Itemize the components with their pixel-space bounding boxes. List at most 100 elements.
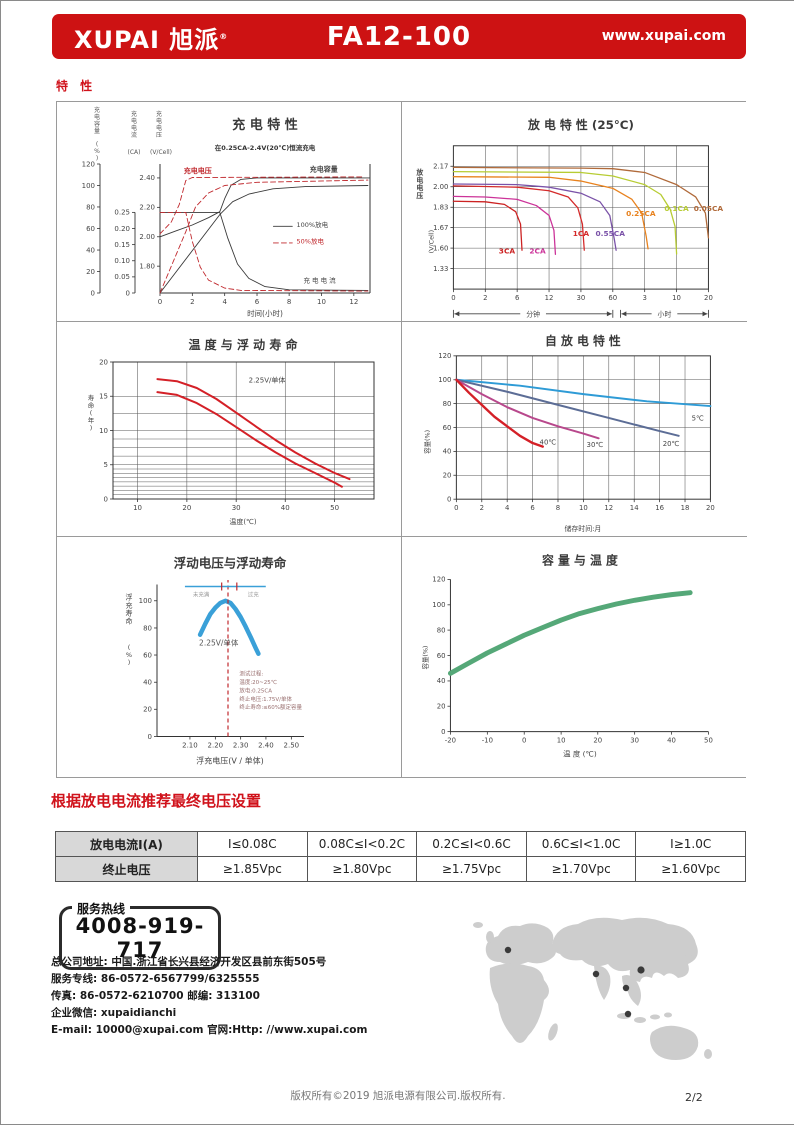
svg-text:40: 40 xyxy=(281,504,290,512)
svg-text:充电电压: 充电电压 xyxy=(184,166,212,175)
svg-text:60: 60 xyxy=(437,652,446,660)
website-link[interactable]: www.xupai.com xyxy=(601,28,726,44)
header-banner: XUPAI 旭派® FA12-100 www.xupai.com xyxy=(52,14,746,59)
svg-text:时间(小时): 时间(小时) xyxy=(247,308,283,318)
svg-text:终止电压:1.75V/单体: 终止电压:1.75V/单体 xyxy=(239,695,292,703)
map-madagascar xyxy=(548,1023,558,1041)
svg-text:100: 100 xyxy=(438,376,451,384)
map-uk xyxy=(486,931,494,943)
svg-text:0.05: 0.05 xyxy=(114,273,130,281)
svg-text:放电电压: 放电电压 xyxy=(415,167,423,200)
svg-text:-10: -10 xyxy=(482,737,493,745)
svg-text:10: 10 xyxy=(557,737,566,745)
row-header-cell: 放电电流I(A) xyxy=(55,831,198,857)
svg-text:10: 10 xyxy=(317,298,326,306)
chart-charge-characteristics: 0 2 4 6 8 10 12 1.80 2.00 2.20 2.40 0 20 40 60 80 100 120… xyxy=(57,102,402,322)
svg-text:40℃: 40℃ xyxy=(540,439,557,447)
svg-text:20: 20 xyxy=(99,358,108,366)
svg-text:寿命(年): 寿命(年) xyxy=(88,393,95,432)
svg-text:60: 60 xyxy=(86,225,95,233)
chart-self-discharge: 0 2 4 6 8 10 12 14 16 18 20 0 20 40 60 80 100 120 自 放 电 特 … xyxy=(402,322,747,537)
svg-text:0.25CA: 0.25CA xyxy=(626,209,656,218)
svg-text:2.30: 2.30 xyxy=(233,742,249,750)
svg-text:10: 10 xyxy=(133,504,142,512)
svg-text:60: 60 xyxy=(608,294,617,302)
svg-text:50%放电: 50%放电 xyxy=(297,237,325,246)
value-cell: ≥1.80Vpc xyxy=(306,856,418,882)
svg-text:2: 2 xyxy=(190,298,194,306)
map-europe xyxy=(485,923,556,965)
svg-text:100%放电: 100%放电 xyxy=(297,220,329,229)
svg-text:100: 100 xyxy=(82,182,95,190)
svg-text:温度:20~25℃: 温度:20~25℃ xyxy=(239,678,277,686)
map-marker-indonesia xyxy=(624,1010,632,1018)
svg-text:20: 20 xyxy=(143,706,152,714)
svg-text:60: 60 xyxy=(143,651,152,659)
value-cell: I≥1.0C xyxy=(635,831,746,857)
svg-text:8: 8 xyxy=(556,504,560,512)
svg-text:20: 20 xyxy=(86,268,95,276)
svg-text:10: 10 xyxy=(672,294,681,302)
svg-text:20: 20 xyxy=(593,737,602,745)
map-asia xyxy=(552,917,698,982)
svg-text:(%): (%) xyxy=(94,141,100,162)
value-cell: ≥1.70Vpc xyxy=(525,856,637,882)
svg-text:0.1CA: 0.1CA xyxy=(664,204,689,213)
hotline-label: 服务热线 xyxy=(72,900,131,917)
svg-text:80: 80 xyxy=(437,626,446,634)
svg-text:80: 80 xyxy=(86,203,95,211)
svg-text:0.20: 0.20 xyxy=(114,225,130,233)
svg-text:8: 8 xyxy=(287,298,291,306)
svg-text:40: 40 xyxy=(667,737,676,745)
svg-text:2: 2 xyxy=(480,504,484,512)
svg-text:18: 18 xyxy=(681,504,690,512)
svg-text:0: 0 xyxy=(441,728,445,736)
svg-text:(%): (%) xyxy=(126,644,132,667)
svg-text:浮动电压与浮动寿命: 浮动电压与浮动寿命 xyxy=(174,556,287,571)
feature-heading: 特 性 xyxy=(56,79,97,93)
svg-text:14: 14 xyxy=(630,504,639,512)
svg-text:过充: 过充 xyxy=(248,591,260,599)
svg-text:80: 80 xyxy=(143,624,152,632)
contact-line: 服务专线: 86-0572-6567799/6325555 xyxy=(51,973,260,985)
svg-text:充电电流: 充电电流 xyxy=(131,110,137,139)
svg-text:20: 20 xyxy=(437,702,446,710)
svg-text:3: 3 xyxy=(642,294,646,302)
svg-text:0.05CA: 0.05CA xyxy=(694,204,724,213)
svg-text:15: 15 xyxy=(99,393,108,401)
svg-text:温 度 与 浮 动 寿 命: 温 度 与 浮 动 寿 命 xyxy=(188,337,298,352)
map-marker-china xyxy=(637,966,645,974)
svg-text:充 电 电 流: 充 电 电 流 xyxy=(303,276,336,285)
svg-text:30: 30 xyxy=(232,504,241,512)
svg-text:放 电 特 性 (25°C): 放 电 特 性 (25°C) xyxy=(527,118,634,132)
registered-mark: ® xyxy=(219,32,229,41)
chart-capacity-temperature: -20 -10 0 10 20 30 40 50 0 20 40 60 80 100 120 容 量 与 温 … xyxy=(402,537,747,777)
svg-text:2.40: 2.40 xyxy=(258,742,274,750)
svg-text:30℃: 30℃ xyxy=(587,441,604,449)
svg-text:12: 12 xyxy=(545,294,554,302)
svg-text:0.55CA: 0.55CA xyxy=(596,229,626,238)
svg-text:浮充电压(V / 单体): 浮充电压(V / 单体) xyxy=(196,756,264,766)
page-number: 2/2 xyxy=(685,1091,703,1104)
svg-text:终止寿命:≤60%额定容量: 终止寿命:≤60%额定容量 xyxy=(239,703,302,711)
svg-text:充电容量: 充电容量 xyxy=(94,106,100,135)
svg-text:未充满: 未充满 xyxy=(193,591,210,599)
svg-text:5: 5 xyxy=(104,461,108,469)
chart-float-voltage-life: 2.10 2.20 2.30 2.40 2.50 0 20 40 60 80 100 未充满 过充 浮动电… xyxy=(57,537,402,777)
svg-text:40: 40 xyxy=(443,448,452,456)
svg-text:10: 10 xyxy=(579,504,588,512)
svg-text:0: 0 xyxy=(158,298,162,306)
svg-text:2.00: 2.00 xyxy=(433,183,448,191)
chart-temp-float-life: 10 20 30 40 50 0 5 10 15 20 温 度 与 浮 动 寿 命 2.25V/单体寿… xyxy=(57,322,402,537)
svg-text:浮充寿命: 浮充寿命 xyxy=(126,593,133,626)
svg-text:1.83: 1.83 xyxy=(433,204,448,212)
svg-text:1.33: 1.33 xyxy=(433,265,448,273)
svg-text:温 度 (℃): 温 度 (℃) xyxy=(563,748,597,758)
svg-text:10: 10 xyxy=(99,427,108,435)
map-marker-europe xyxy=(504,946,512,954)
svg-text:容 量 与 温 度: 容 量 与 温 度 xyxy=(541,554,618,568)
svg-text:20: 20 xyxy=(706,504,715,512)
product-model: FA12-100 xyxy=(326,21,472,52)
svg-text:20: 20 xyxy=(443,472,452,480)
svg-text:2.17: 2.17 xyxy=(433,163,448,171)
